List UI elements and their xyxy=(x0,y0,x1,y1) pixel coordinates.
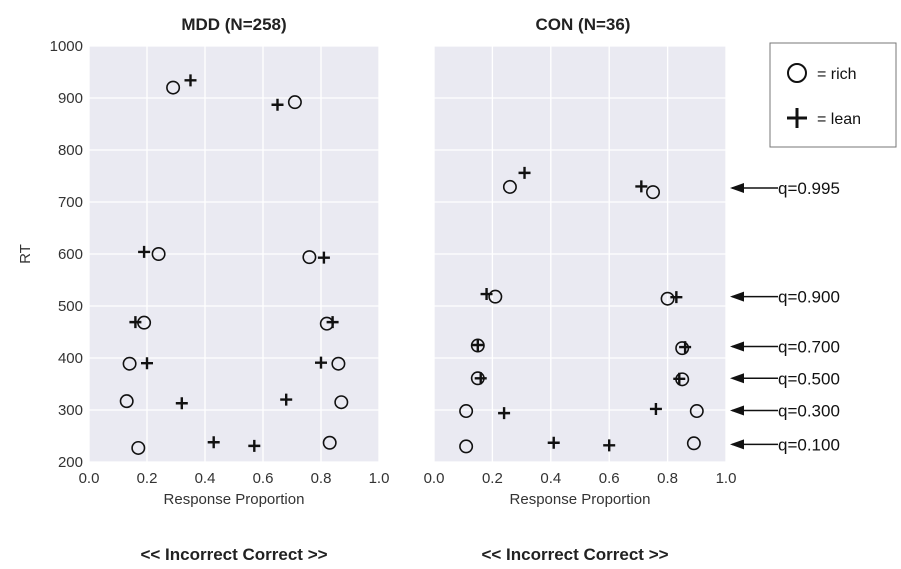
quantile-label: q=0.500 xyxy=(778,369,840,388)
lean-point xyxy=(175,397,188,410)
chart-title: CON (N=36) xyxy=(536,15,631,34)
lean-point xyxy=(315,356,327,369)
lean-point xyxy=(141,357,153,370)
legend-circle-icon xyxy=(787,63,807,83)
x-axis-label: Response Proportion xyxy=(510,491,651,508)
rich-point xyxy=(287,95,302,110)
rich-point xyxy=(459,439,474,454)
lean-point xyxy=(649,402,662,415)
chart-title: MDD (N=258) xyxy=(181,15,286,34)
lean-point xyxy=(670,291,683,304)
footer-label: << Incorrect Correct >> xyxy=(481,545,668,564)
panel-mdd: 0.0 0.2 0.4 0.6 0.8 1.0 200 300 400 500 600 700 800 9… xyxy=(17,15,389,564)
y-tick-label: 400 xyxy=(58,350,83,367)
panel-con: 0.0 0.2 0.4 0.6 0.8 1.0 CON (N=36) Response Pro… xyxy=(424,15,737,564)
quantile-label: q=0.995 xyxy=(778,179,840,198)
arrowhead-icon xyxy=(730,182,744,193)
lean-point xyxy=(474,372,487,385)
lean-point xyxy=(271,98,284,111)
y-tick-label: 800 xyxy=(58,142,83,159)
lean-point xyxy=(635,180,648,193)
arrowhead-icon xyxy=(730,291,744,302)
y-axis-label: RT xyxy=(17,244,34,264)
x-tick-label: 0.6 xyxy=(599,470,620,487)
rich-point xyxy=(131,440,146,455)
lean-point xyxy=(184,74,197,87)
x-axis-label: Response Proportion xyxy=(164,491,305,508)
lean-point xyxy=(326,316,339,329)
lean-point xyxy=(471,339,484,351)
lean-point xyxy=(207,436,220,449)
y-tick-label: 1000 xyxy=(50,38,83,55)
footer-label: << Incorrect Correct >> xyxy=(140,545,327,564)
arrowhead-icon xyxy=(730,439,744,450)
x-tick-label: 1.0 xyxy=(716,470,737,487)
y-tick-label: 500 xyxy=(58,298,83,315)
x-tick-label: 0.8 xyxy=(311,470,332,487)
arrowhead-icon xyxy=(730,405,744,416)
legend-label: = rich xyxy=(817,66,857,83)
rich-point xyxy=(689,404,704,419)
legend: = rich = lean xyxy=(769,42,897,148)
rich-point xyxy=(502,179,517,194)
lean-point xyxy=(129,316,142,329)
x-tick-label: 0.2 xyxy=(137,470,158,487)
lean-point xyxy=(248,439,261,452)
lean-point xyxy=(679,341,692,354)
arrowhead-icon xyxy=(730,341,744,352)
rich-point xyxy=(322,435,337,450)
lean-point xyxy=(603,439,616,452)
y-tick-label: 300 xyxy=(58,402,83,419)
y-tick-label: 200 xyxy=(58,454,83,471)
rich-point xyxy=(331,356,346,371)
rich-point xyxy=(122,356,137,371)
x-tick-label: 0.2 xyxy=(482,470,503,487)
rich-point xyxy=(166,80,181,95)
legend-plus-icon xyxy=(787,108,807,128)
rich-point xyxy=(119,394,134,409)
rich-point xyxy=(334,395,349,410)
rich-point xyxy=(686,436,701,451)
y-tick-label: 600 xyxy=(58,246,83,263)
x-tick-label: 0.0 xyxy=(424,470,445,487)
legend-label: = lean xyxy=(817,111,861,128)
x-tick-label: 0.4 xyxy=(195,470,216,487)
lean-point xyxy=(138,245,151,258)
quantile-label: q=0.100 xyxy=(778,435,840,454)
legend-box xyxy=(769,42,897,148)
x-tick-label: 0.4 xyxy=(540,470,561,487)
lean-point xyxy=(280,393,293,406)
y-tick-label: 900 xyxy=(58,90,83,107)
lean-point xyxy=(498,407,511,420)
quantile-label: q=0.900 xyxy=(778,288,840,307)
y-tick-label: 700 xyxy=(58,194,83,211)
lean-point xyxy=(317,251,330,264)
rich-point xyxy=(151,247,166,262)
rich-point xyxy=(459,404,474,419)
lean-point xyxy=(480,288,493,301)
quantile-label: q=0.700 xyxy=(778,338,840,357)
lean-point xyxy=(673,372,686,385)
rich-point xyxy=(302,250,317,265)
rich-point xyxy=(645,185,660,200)
x-tick-label: 0.0 xyxy=(79,470,100,487)
quantile-label: q=0.300 xyxy=(778,402,840,421)
x-tick-label: 1.0 xyxy=(369,470,390,487)
rich-point xyxy=(660,291,675,306)
lean-point xyxy=(518,166,531,179)
lean-point xyxy=(547,436,560,449)
quantile-annotations: q=0.995 q=0.900 q=0.700 q=0.500 q=0.300 q=0.1… xyxy=(730,179,840,454)
rich-point xyxy=(488,289,503,304)
x-tick-label: 0.8 xyxy=(657,470,678,487)
arrowhead-icon xyxy=(730,373,744,384)
x-tick-label: 0.6 xyxy=(253,470,274,487)
